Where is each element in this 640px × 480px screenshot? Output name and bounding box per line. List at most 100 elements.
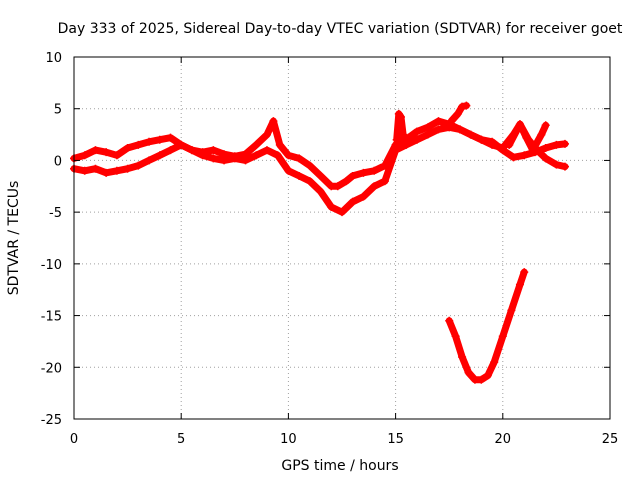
data-point [80,166,89,175]
data-point [91,164,100,173]
data-point [295,171,304,180]
y-tick-label: -15 [41,310,62,325]
data-point [451,332,460,341]
data-point [112,151,121,160]
y-tick-label: 10 [45,51,62,66]
data-point [333,182,342,191]
series-spike-21 [505,120,550,155]
data-point [541,121,550,130]
series-dip [445,268,529,384]
grid-lines [74,57,610,419]
data-point [483,371,492,380]
data-point [284,166,293,175]
data-point [91,146,100,155]
data-point [370,182,379,191]
data-point [338,208,346,217]
y-tick-label: 5 [54,103,62,118]
data-point [134,161,143,170]
data-point [305,161,314,170]
data-point [275,140,284,149]
data-point [445,316,454,325]
data-point [402,140,411,149]
data-point [552,140,561,149]
data-point [123,164,132,173]
data-point [477,375,486,384]
data-point [262,146,271,155]
x-tick-label: 0 [70,432,78,447]
data-point [560,162,569,171]
data-point [316,171,325,180]
series-trace [70,120,569,216]
data-point [413,127,422,136]
data-point [552,160,561,169]
data-point [112,166,121,175]
data-point [466,130,475,139]
data-point [498,332,507,341]
y-tick-label: -20 [41,361,62,376]
data-point [327,202,336,211]
data-point [166,146,175,155]
data-point [262,130,271,139]
x-tick-label: 15 [387,432,404,447]
data-marks [70,101,569,384]
data-point [515,280,524,289]
data-point [305,177,314,186]
data-point [507,306,516,315]
data-point [80,151,89,160]
series-band-a [70,117,569,191]
series-spike-15 [392,109,408,144]
data-point [423,130,432,139]
y-tick-label: -10 [41,258,62,273]
data-point [413,135,422,144]
data-point [187,146,196,155]
data-point [359,192,368,201]
data-point [399,130,408,139]
data-point [348,197,357,206]
data-point [462,101,471,110]
data-point [359,168,368,177]
y-tick-label: -25 [41,413,62,428]
data-point [252,151,261,160]
data-point [537,130,546,139]
data-point [509,153,518,162]
data-point [560,139,569,148]
data-point [102,148,111,157]
data-point [380,177,389,186]
data-point [434,125,443,134]
x-tick-label: 25 [602,432,619,447]
data-point [498,144,507,153]
data-point [198,151,207,160]
series-spike-18 [447,101,471,126]
data-point [488,140,497,149]
data-point [166,133,175,142]
data-point [230,154,239,163]
data-point [445,123,454,132]
data-point [522,133,531,142]
plot-frame [73,56,611,420]
x-tick-label: 5 [177,432,185,447]
data-point [252,140,261,149]
data-point [458,352,467,361]
data-point [269,117,278,126]
data-point [342,177,351,186]
data-point [295,154,304,163]
data-point [145,156,154,165]
data-point [273,151,282,160]
data-point [396,112,405,121]
data-point [102,168,111,177]
data-point [220,156,229,165]
y-axis-ticks: -25 -20 -15 -10 -5 0 5 10 [41,51,610,428]
y-axis-label: SDTVAR / TECUs [6,181,22,296]
series-trace [445,268,528,384]
data-point [453,109,462,118]
data-point [458,102,467,111]
data-point [209,154,218,163]
data-point [370,166,379,175]
data-point [348,171,357,180]
data-point [541,154,550,163]
data-point [520,151,529,160]
data-point [134,140,143,149]
data-point [209,146,218,155]
x-tick-label: 20 [495,432,512,447]
